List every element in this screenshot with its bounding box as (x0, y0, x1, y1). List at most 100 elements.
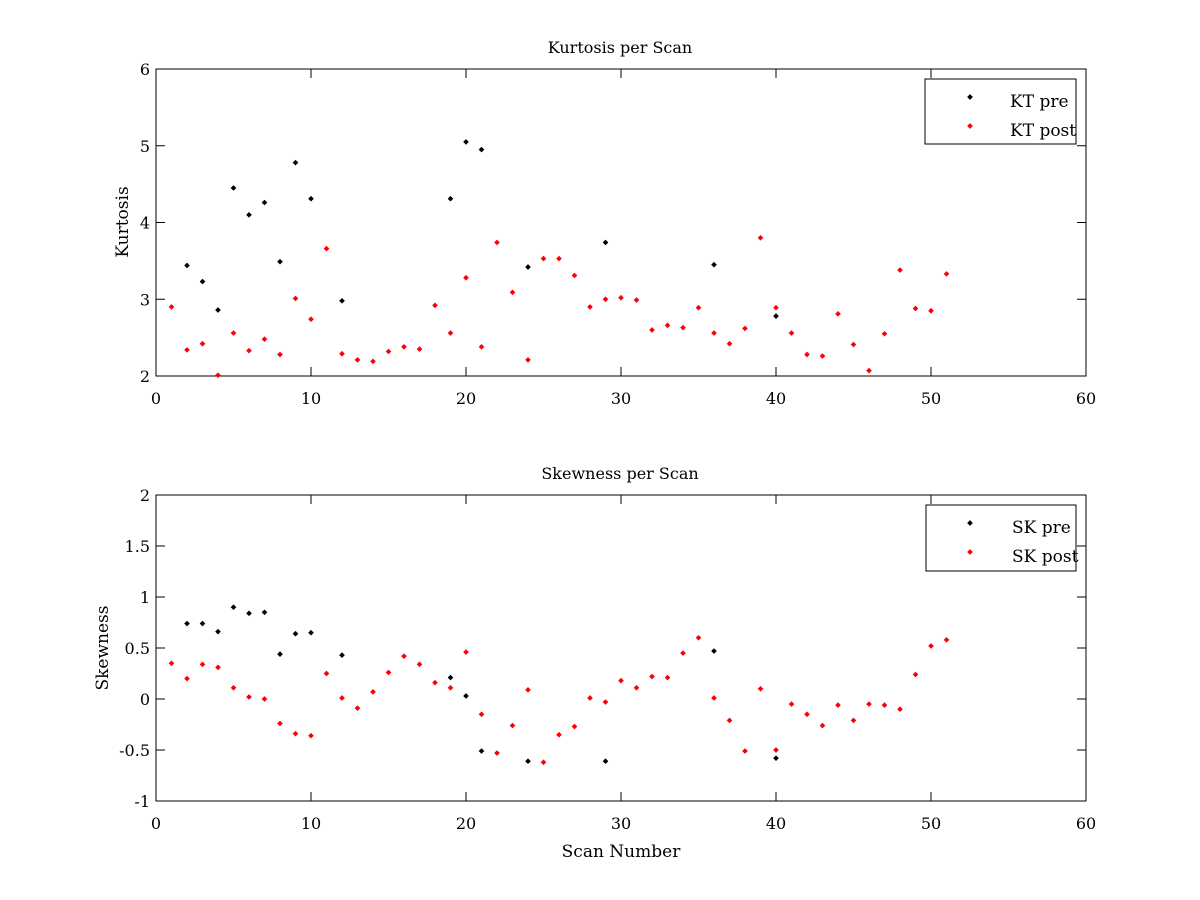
skewness-y-tick-label: 1.5 (125, 537, 150, 556)
kurtosis-point-post (168, 304, 175, 310)
skewness-subplot: Skewness per Scan Skewness Scan Number 0… (93, 464, 1096, 862)
kurtosis-point-post (788, 330, 795, 336)
skewness-point-post (711, 695, 717, 701)
kurtosis-point-post (261, 336, 268, 342)
kurtosis-plot-title: Kurtosis per Scan (548, 38, 692, 57)
skewness-point-post (261, 696, 268, 702)
skewness-point-pre (339, 652, 345, 658)
kurtosis-point-pre (184, 262, 190, 269)
skewness-point-post (850, 717, 857, 724)
skewness-point-post (633, 684, 640, 691)
skewness-point-pre (184, 620, 190, 627)
kurtosis-point-post (509, 289, 516, 296)
skewness-point-post (742, 748, 748, 754)
kurtosis-point-post (664, 322, 671, 329)
skewness-point-post (664, 674, 671, 681)
skewness-plot-title: Skewness per Scan (541, 464, 698, 483)
skewness-point-post (416, 661, 423, 668)
skewness-point-pre (711, 648, 717, 654)
kurtosis-point-post (323, 245, 330, 252)
kurtosis-point-post (416, 346, 423, 352)
kurtosis-y-tick-label: 2 (140, 367, 150, 386)
kurtosis-data-points (168, 139, 950, 379)
kurtosis-x-tick-label: 40 (766, 389, 786, 408)
skewness-point-post (525, 686, 531, 693)
kurtosis-point-pre (246, 211, 252, 218)
kurtosis-point-post (912, 305, 919, 312)
skewness-point-post (726, 717, 733, 724)
skewness-point-post (587, 695, 593, 701)
skewness-point-pre (199, 620, 206, 627)
kurtosis-point-pre (447, 195, 454, 202)
skewness-point-post (618, 677, 624, 684)
skewness-point-post (168, 660, 175, 667)
skewness-x-tick-label: 20 (456, 814, 476, 833)
kurtosis-point-post (230, 330, 237, 336)
kurtosis-x-tick-label: 50 (921, 389, 941, 408)
kurtosis-point-post (494, 239, 500, 246)
skewness-point-post (695, 634, 702, 641)
kurtosis-point-post (819, 353, 826, 359)
skewness-point-post (556, 731, 562, 738)
skewness-point-post (199, 661, 206, 668)
skewness-point-post (773, 747, 779, 753)
kurtosis-point-pre (525, 264, 531, 270)
kurtosis-point-post (246, 347, 252, 354)
skewness-point-post (866, 701, 872, 707)
skewness-point-post (571, 723, 578, 730)
kurtosis-point-post (633, 297, 640, 303)
kurtosis-point-post (463, 274, 469, 281)
skewness-point-post (943, 637, 950, 643)
skewness-point-pre (463, 693, 469, 699)
skewness-point-post (432, 679, 438, 686)
kurtosis-legend-marker-post (967, 123, 973, 129)
skewness-point-pre (246, 610, 252, 617)
kurtosis-legend-marker-pre (967, 94, 973, 100)
kurtosis-point-post (370, 358, 376, 365)
skewness-legend-label-post: SK post (1012, 547, 1079, 567)
kurtosis-point-post (292, 295, 299, 302)
kurtosis-point-pre (292, 159, 299, 166)
kurtosis-y-axis-label: Kurtosis (113, 186, 133, 257)
skewness-x-tick-label: 30 (611, 814, 631, 833)
kurtosis-point-post (680, 324, 686, 331)
kurtosis-point-pre (308, 195, 314, 202)
skewness-point-post (912, 671, 919, 678)
skewness-point-post (788, 701, 795, 707)
skewness-y-tick-label: 0 (140, 690, 150, 709)
kurtosis-point-post (432, 302, 438, 309)
skewness-point-post (602, 699, 609, 705)
skewness-point-post (277, 720, 283, 727)
kurtosis-point-post (308, 316, 314, 323)
kurtosis-point-pre (339, 297, 345, 304)
skewness-point-post (184, 675, 190, 682)
kurtosis-point-post (726, 340, 733, 347)
kurtosis-point-post (215, 372, 221, 379)
kurtosis-point-post (773, 304, 779, 311)
kurtosis-point-post (184, 347, 190, 353)
skewness-y-axis-label: Skewness (93, 605, 113, 690)
skewness-point-pre (525, 758, 531, 765)
kurtosis-point-pre (230, 185, 237, 191)
kurtosis-point-post (742, 325, 748, 332)
kurtosis-subplot: Kurtosis per Scan Kurtosis 0 10 20 30 40 50 60… (113, 38, 1096, 408)
kurtosis-point-pre (478, 146, 485, 153)
kurtosis-x-tick-label: 10 (301, 389, 321, 408)
kurtosis-point-post (277, 351, 283, 358)
skewness-legend: SK pre SK post (925, 504, 1079, 572)
skewness-point-pre (773, 755, 779, 761)
skewness-y-tick-label: -1 (134, 792, 150, 811)
skewness-point-post (881, 702, 888, 708)
skewness-point-post (308, 732, 314, 739)
kurtosis-point-post (897, 267, 903, 273)
kurtosis-point-post (478, 344, 485, 350)
skewness-point-post (354, 705, 361, 712)
skewness-point-pre (230, 604, 237, 611)
skewness-x-tick-label: 40 (766, 814, 786, 833)
kurtosis-point-post (401, 344, 407, 350)
kurtosis-point-post (199, 340, 206, 347)
skewness-point-pre (602, 758, 609, 765)
kurtosis-point-post (850, 341, 857, 348)
skewness-x-tick-label: 10 (301, 814, 321, 833)
